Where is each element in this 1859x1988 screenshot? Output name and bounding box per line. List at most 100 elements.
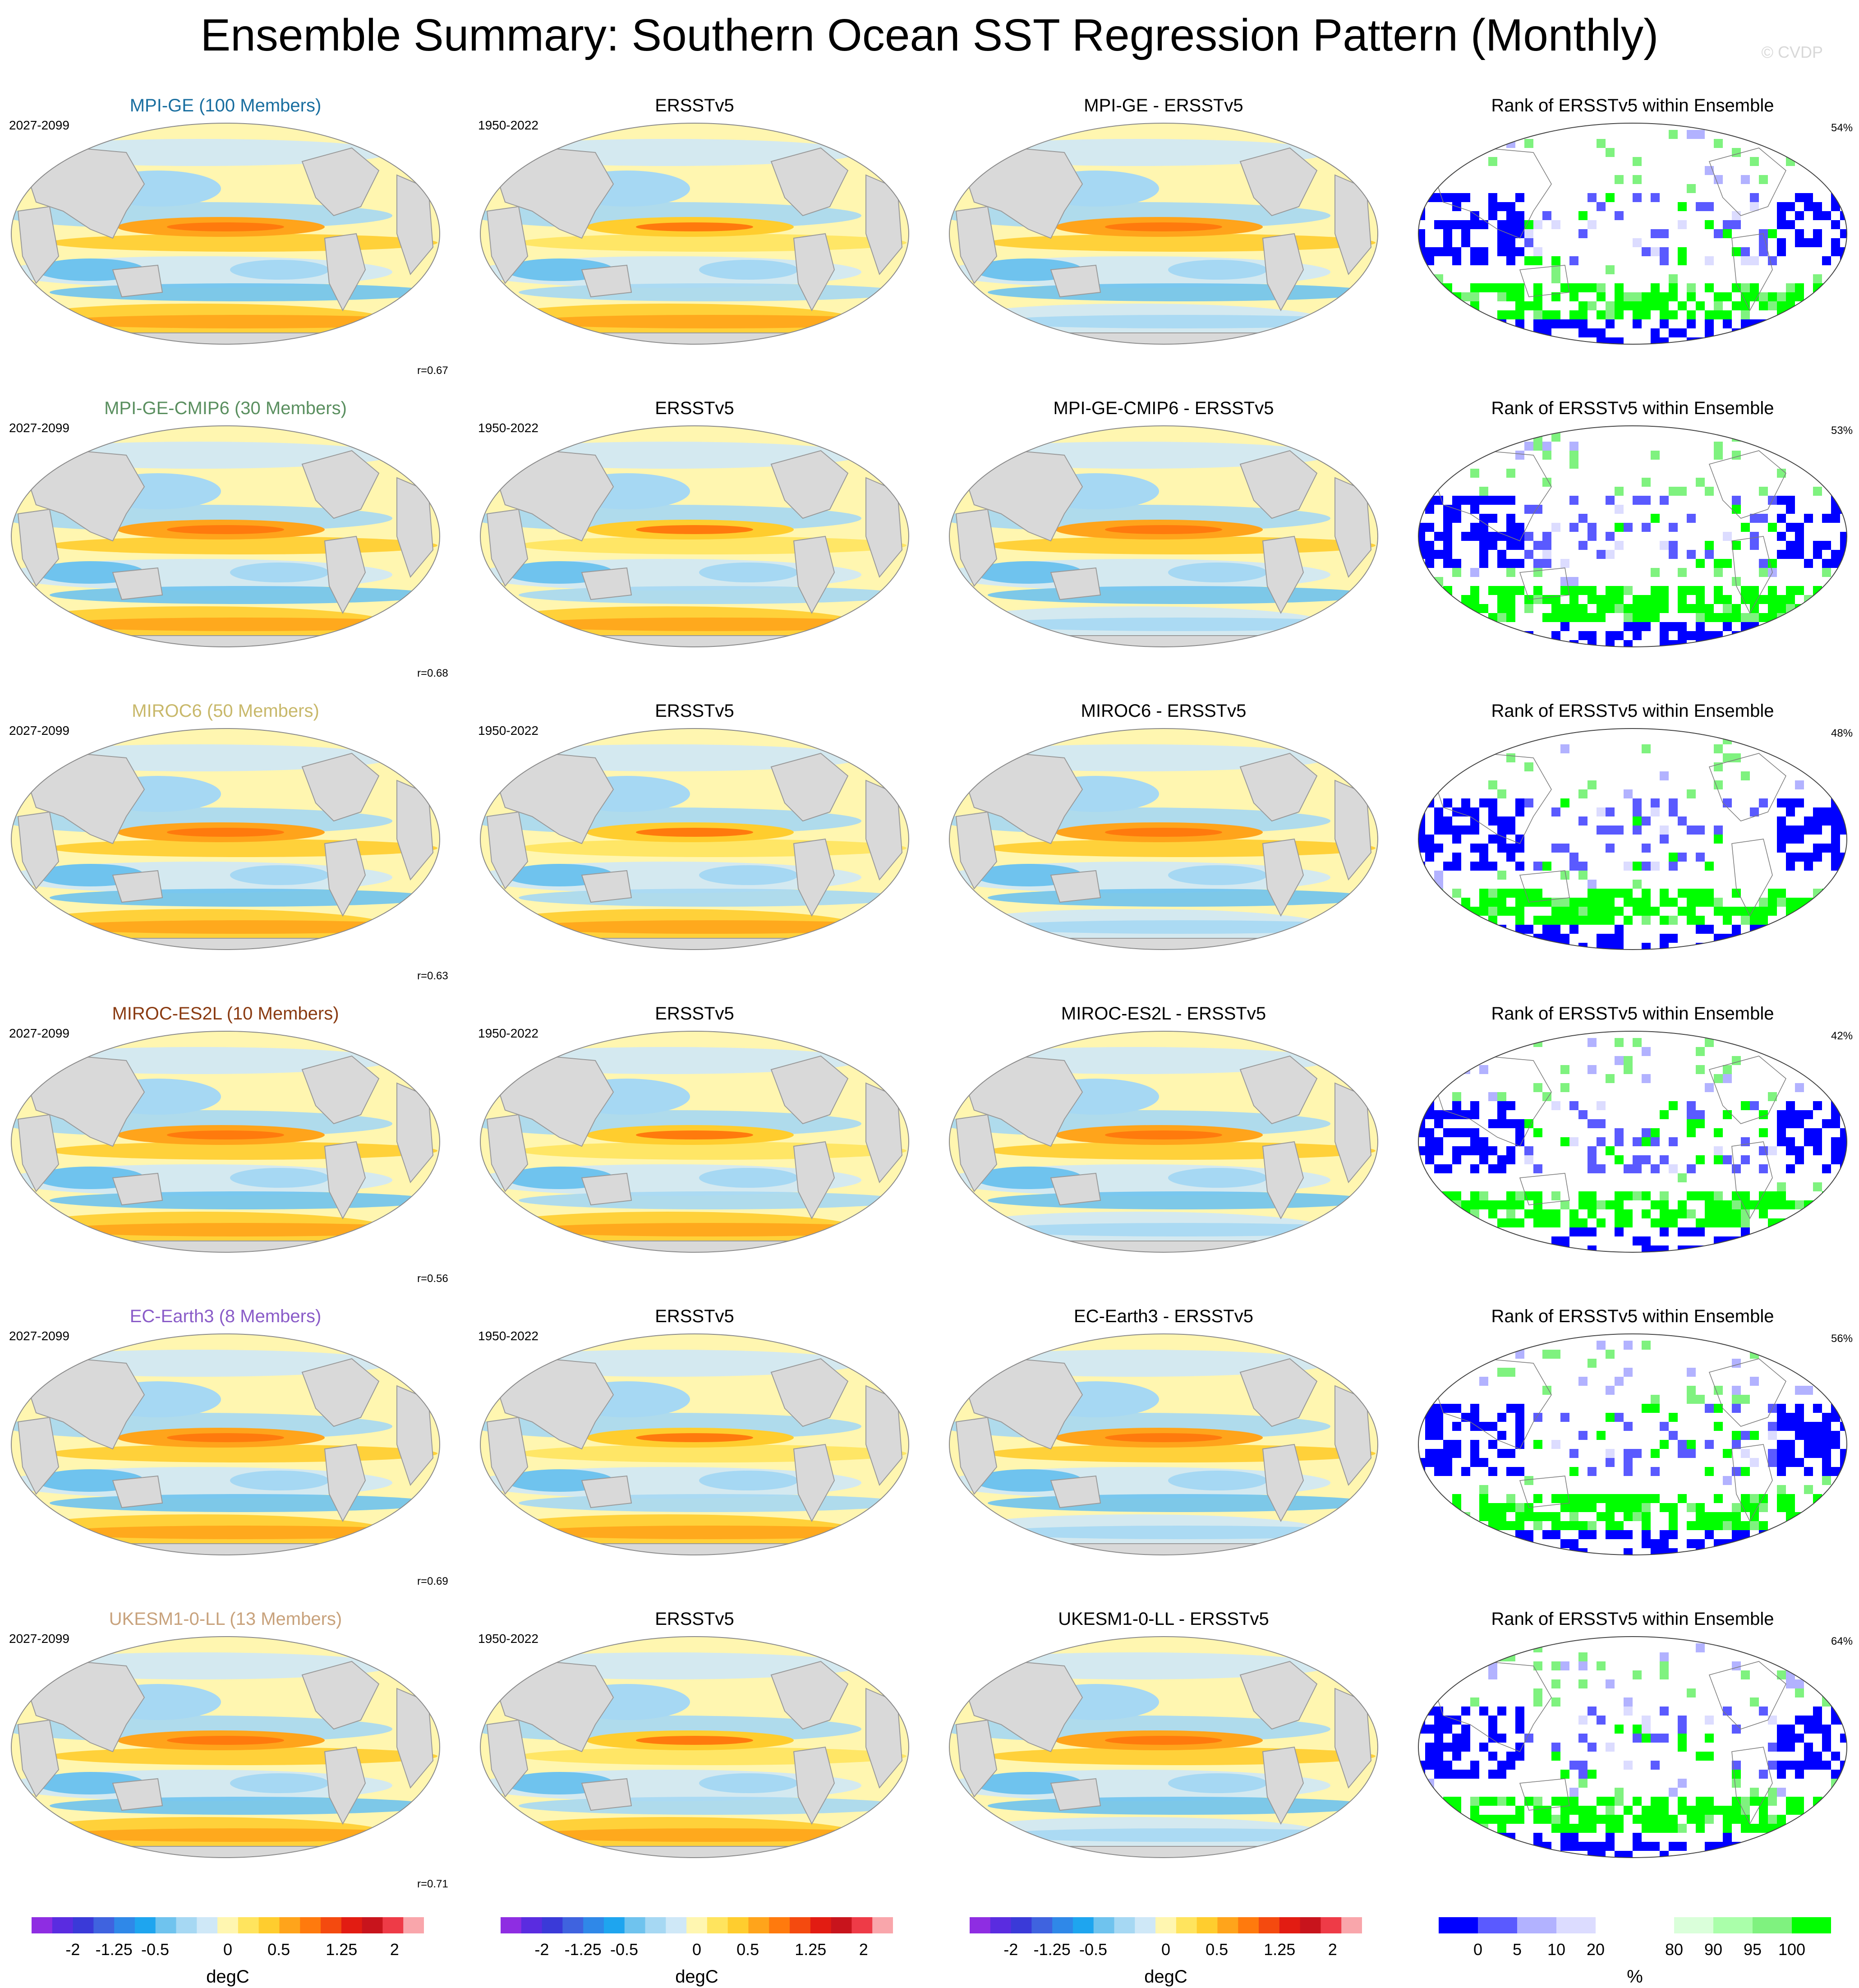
rank-colorbar: 0 5 10 20 80 90 95 100: [1439, 1908, 1831, 1980]
panel-title: ERSSTv5: [655, 96, 734, 115]
colorbar-swatch: [501, 1917, 522, 1933]
panel-title: UKESM1-0-LL - ERSSTv5: [1058, 1609, 1269, 1629]
sst-map: [480, 1636, 909, 1858]
pattern-correlation: r=0.56: [417, 1273, 448, 1285]
colorbar-swatch: [52, 1917, 74, 1933]
colorbar-swatch: [1439, 1917, 1478, 1933]
rank-map: [1418, 1636, 1847, 1858]
colorbar-tick-label: -0.5: [141, 1940, 170, 1959]
colorbar-swatch: [1093, 1917, 1115, 1933]
colorbar-swatch: [1011, 1917, 1032, 1933]
rank-percent: 54%: [1831, 122, 1853, 134]
colorbar-swatch: [790, 1917, 811, 1933]
colorbar-tick-label: 0.5: [736, 1940, 759, 1959]
colorbar-swatch: [603, 1917, 625, 1933]
colorbar-swatch: [1155, 1917, 1177, 1933]
colorbar-swatch: [1478, 1917, 1518, 1933]
sst-map: [480, 1333, 909, 1555]
colorbar-tick-label: 0: [1161, 1940, 1171, 1959]
colorbar-tick-label: 20: [1586, 1940, 1605, 1959]
colorbar-swatch: [1135, 1917, 1156, 1933]
colorbar-swatch: [1635, 1917, 1675, 1933]
colorbar-tick-label: -2: [1003, 1940, 1018, 1959]
colorbar-swatch: [1238, 1917, 1259, 1933]
colorbar-tick-label: 5: [1512, 1940, 1522, 1959]
colorbar-swatch: [258, 1917, 280, 1933]
pattern-correlation: r=0.71: [417, 1878, 448, 1890]
colorbar-swatch: [403, 1917, 424, 1933]
panel-title: EC-Earth3 (8 Members): [129, 1306, 322, 1326]
page-title: Ensemble Summary: Southern Ocean SST Reg…: [200, 10, 1659, 60]
sst-map: [480, 123, 909, 345]
sst-map: [949, 1636, 1378, 1858]
colorbar-tick-label: 0: [1473, 1940, 1483, 1959]
sst-colorbar-1: -2 -1.25 -0.5 0 0.5 1.25 2: [32, 1908, 424, 1980]
colorbar-swatch: [583, 1917, 604, 1933]
colorbar-tick-label: 1.25: [795, 1940, 827, 1959]
colorbar-swatch: [542, 1917, 563, 1933]
sst-map: [480, 425, 909, 647]
panel-title: MPI-GE - ERSSTv5: [1084, 96, 1243, 115]
sst-colorbar-2: -2 -1.25 -0.5 0 0.5 1.25 2: [501, 1908, 893, 1980]
colorbar-swatch: [748, 1917, 769, 1933]
rank-map: [1418, 1031, 1847, 1253]
colorbar-swatch: [521, 1917, 543, 1933]
sst-map: [949, 1333, 1378, 1555]
colorbar-swatch: [1674, 1917, 1714, 1933]
colorbar-swatch: [645, 1917, 666, 1933]
model-period: 2027-2099: [9, 1632, 69, 1646]
panel-title: Rank of ERSSTv5 within Ensemble: [1491, 1609, 1774, 1629]
sst-map: [949, 728, 1378, 950]
rank-map: [1418, 1333, 1847, 1555]
model-period: 2027-2099: [9, 1026, 69, 1040]
sst-map: [11, 1636, 440, 1858]
rank-percent: 64%: [1831, 1635, 1853, 1647]
colorbar-swatch: [1792, 1917, 1831, 1933]
panel-title: MPI-GE (100 Members): [129, 96, 322, 115]
sst-map: [11, 1031, 440, 1253]
colorbar-tick-label: 1.25: [1264, 1940, 1296, 1959]
colorbar-swatch: [1196, 1917, 1218, 1933]
rank-colorbar-swatches: [1439, 1917, 1831, 1933]
rank-percent: 48%: [1831, 727, 1853, 739]
panel-title: ERSSTv5: [655, 701, 734, 721]
colorbar-swatch: [810, 1917, 832, 1933]
panel-title: MIROC6 - ERSSTv5: [1081, 701, 1247, 721]
sst-map: [11, 425, 440, 647]
colorbar-tick-label: 1.25: [326, 1940, 358, 1959]
model-period: 2027-2099: [9, 421, 69, 435]
rank-percent: 53%: [1831, 424, 1853, 437]
sst-colorbar-1-swatches: [32, 1917, 424, 1933]
panel-title: Rank of ERSSTv5 within Ensemble: [1491, 1004, 1774, 1024]
rank-map: [1418, 425, 1847, 647]
colorbar-swatch: [217, 1917, 239, 1933]
panel-title: Rank of ERSSTv5 within Ensemble: [1491, 701, 1774, 721]
panel-title: ERSSTv5: [655, 398, 734, 418]
model-period: 2027-2099: [9, 1329, 69, 1343]
colorbar-swatch: [1176, 1917, 1197, 1933]
colorbar-tick-label: -0.5: [610, 1940, 639, 1959]
colorbar-swatch: [362, 1917, 383, 1933]
colorbar-swatch: [851, 1917, 873, 1933]
colorbar-swatch: [341, 1917, 363, 1933]
colorbar-swatch: [300, 1917, 321, 1933]
colorbar-swatch: [176, 1917, 197, 1933]
colorbar-swatch: [624, 1917, 646, 1933]
colorbar-unit: degC: [675, 1967, 718, 1987]
colorbar-swatch: [155, 1917, 177, 1933]
colorbar-swatch: [1114, 1917, 1135, 1933]
colorbar-swatch: [134, 1917, 156, 1933]
colorbar-swatch: [238, 1917, 259, 1933]
sst-colorbar-3-swatches: [970, 1917, 1362, 1933]
panel-title: MPI-GE-CMIP6 (30 Members): [104, 398, 347, 418]
pattern-correlation: r=0.69: [417, 1575, 448, 1587]
sst-colorbar-2-swatches: [501, 1917, 893, 1933]
pattern-correlation: r=0.68: [417, 667, 448, 679]
colorbar-swatch: [970, 1917, 991, 1933]
colorbar-swatch: [707, 1917, 728, 1933]
sst-map: [949, 123, 1378, 345]
colorbar-tick-label: -1.25: [1033, 1940, 1071, 1959]
sst-map: [11, 123, 440, 345]
colorbar-tick-label: -1.25: [564, 1940, 602, 1959]
panel-title: MIROC-ES2L - ERSSTv5: [1061, 1004, 1266, 1024]
